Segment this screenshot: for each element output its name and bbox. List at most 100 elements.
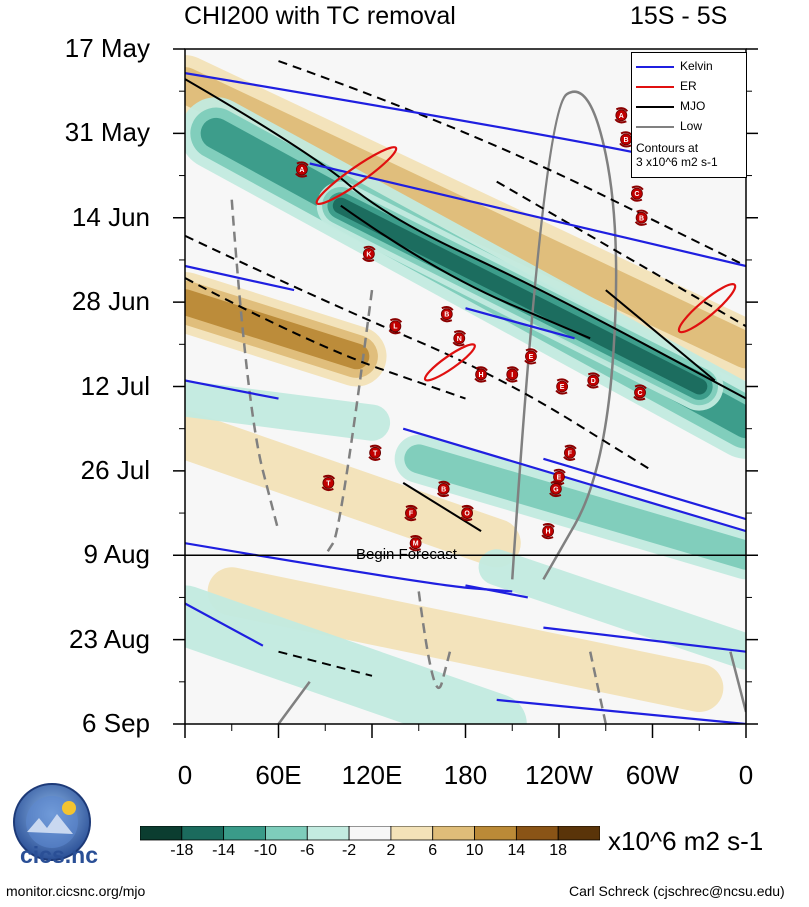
tc-marker: E <box>555 378 569 395</box>
kelvin-contour <box>185 602 264 647</box>
chart-title: CHI200 with TC removal <box>184 2 456 30</box>
tc-circle <box>362 248 375 260</box>
colorbar-segment <box>432 826 475 841</box>
legend-note-line: Contours at <box>636 141 699 155</box>
tc-circle <box>389 320 402 333</box>
tc-swirl <box>630 185 644 202</box>
tc-marker: E <box>524 348 538 365</box>
x-tick-label: 60W <box>625 760 680 790</box>
hovmoller-plot: A B A C B K B L N E H I E D C T F E T G B F O H M <box>173 48 758 738</box>
colorbar-segment <box>306 826 350 841</box>
tc-marker: B <box>634 209 649 226</box>
x-tick-label: 0 <box>738 760 754 790</box>
tc-marker: M <box>408 535 423 552</box>
y-tick-label: 28 Jun <box>71 286 150 317</box>
colorbar-tick-label: 2 <box>386 842 396 859</box>
tc-label: G <box>553 486 559 493</box>
tc-circle <box>461 507 473 519</box>
tc-swirl <box>524 348 538 365</box>
kelvin-contour <box>309 162 746 268</box>
tc-marker: C <box>630 185 644 202</box>
x-tick-label: 0 <box>177 760 193 790</box>
footer-url: monitor.cicsnc.org/mjo <box>6 883 146 899</box>
latitude-band-label: 15S - 5S <box>630 2 728 30</box>
low-contour-negative <box>230 199 280 532</box>
kelvin-contour <box>185 264 295 292</box>
tc-label: F <box>568 450 573 457</box>
tc-marker: A <box>295 161 309 178</box>
y-tick-label: 23 Aug <box>69 623 150 654</box>
tc-label: H <box>546 529 551 536</box>
colorbar-tick-label: -6 <box>300 842 315 859</box>
tc-swirl <box>368 444 382 461</box>
kelvin-contour <box>496 698 746 724</box>
tc-circle <box>631 187 643 200</box>
low-contour-negative <box>324 289 374 556</box>
logo-text: cics.nc <box>20 842 98 868</box>
y-tick-label: 26 Jul <box>80 454 150 485</box>
anomaly-band <box>185 380 391 441</box>
anomaly-band <box>185 410 521 568</box>
legend-label: MJO <box>680 99 706 113</box>
tc-circle <box>587 374 600 387</box>
y-tick-label: 9 Aug <box>83 539 150 570</box>
tc-circle <box>409 537 422 550</box>
tc-swirl <box>633 384 647 401</box>
tc-label: A <box>299 167 304 174</box>
colorbar-units: x10^6 m2 s-1 <box>608 826 764 856</box>
tc-marker: K <box>362 245 376 263</box>
tc-swirl <box>440 306 454 323</box>
tc-label: A <box>619 113 624 120</box>
tc-swirl <box>505 366 520 383</box>
tc-swirl <box>541 523 555 540</box>
er-contour <box>677 283 737 334</box>
tc-label: D <box>591 378 596 385</box>
tc-marker: O <box>460 504 474 522</box>
tc-swirl <box>452 330 467 347</box>
tc-circle <box>556 380 569 393</box>
colorbar <box>140 826 600 841</box>
tc-marker: F <box>563 444 577 461</box>
kelvin-contour <box>185 542 513 593</box>
tc-marker: I <box>505 366 520 383</box>
axis-ticks <box>173 48 758 738</box>
tc-marker: N <box>452 330 467 347</box>
mjo-contour <box>185 78 746 400</box>
tc-label: C <box>634 191 639 198</box>
tc-label: C <box>638 390 643 397</box>
y-tick-label: 6 Sep <box>82 708 150 738</box>
tc-label: B <box>639 215 644 222</box>
colorbar-segment <box>515 826 559 841</box>
tc-label: M <box>413 541 419 548</box>
tc-label: N <box>457 336 462 343</box>
tc-label: E <box>560 384 565 391</box>
tc-label: L <box>393 324 398 331</box>
tc-label: O <box>464 511 470 518</box>
mjo-contour-negative <box>278 60 746 267</box>
low-contour <box>277 681 311 724</box>
tc-swirl <box>555 378 569 395</box>
x-tick-label: 120E <box>341 760 403 790</box>
tc-circle <box>440 308 453 321</box>
footer-credit: Carl Schreck (cjschrec@ncsu.edu) <box>569 883 785 899</box>
colorbar-tick-label: -18 <box>170 842 194 859</box>
tc-circle <box>506 368 519 381</box>
tc-label: F <box>409 511 414 518</box>
begin-forecast-label: Begin Forecast <box>356 546 457 564</box>
legend-swatch <box>636 106 674 108</box>
tc-swirl <box>634 209 649 226</box>
er-contour <box>315 146 398 206</box>
legend-note-line: 3 x10^6 m2 s-1 <box>636 155 718 169</box>
legend-contour-note: Contours at 3 x10^6 m2 s-1 <box>636 141 718 169</box>
legend-swatch <box>636 66 674 68</box>
colorbar-segment <box>181 826 225 841</box>
y-tick-label: 14 Jun <box>71 201 150 232</box>
anomaly-band <box>478 549 746 670</box>
kelvin-contour <box>465 307 575 340</box>
tc-swirl <box>388 318 403 335</box>
colorbar-tick-label: 6 <box>428 842 438 859</box>
tc-swirl <box>549 480 563 498</box>
tc-swirl <box>563 444 577 461</box>
tc-circle <box>564 446 576 459</box>
tc-marker: D <box>586 372 601 389</box>
